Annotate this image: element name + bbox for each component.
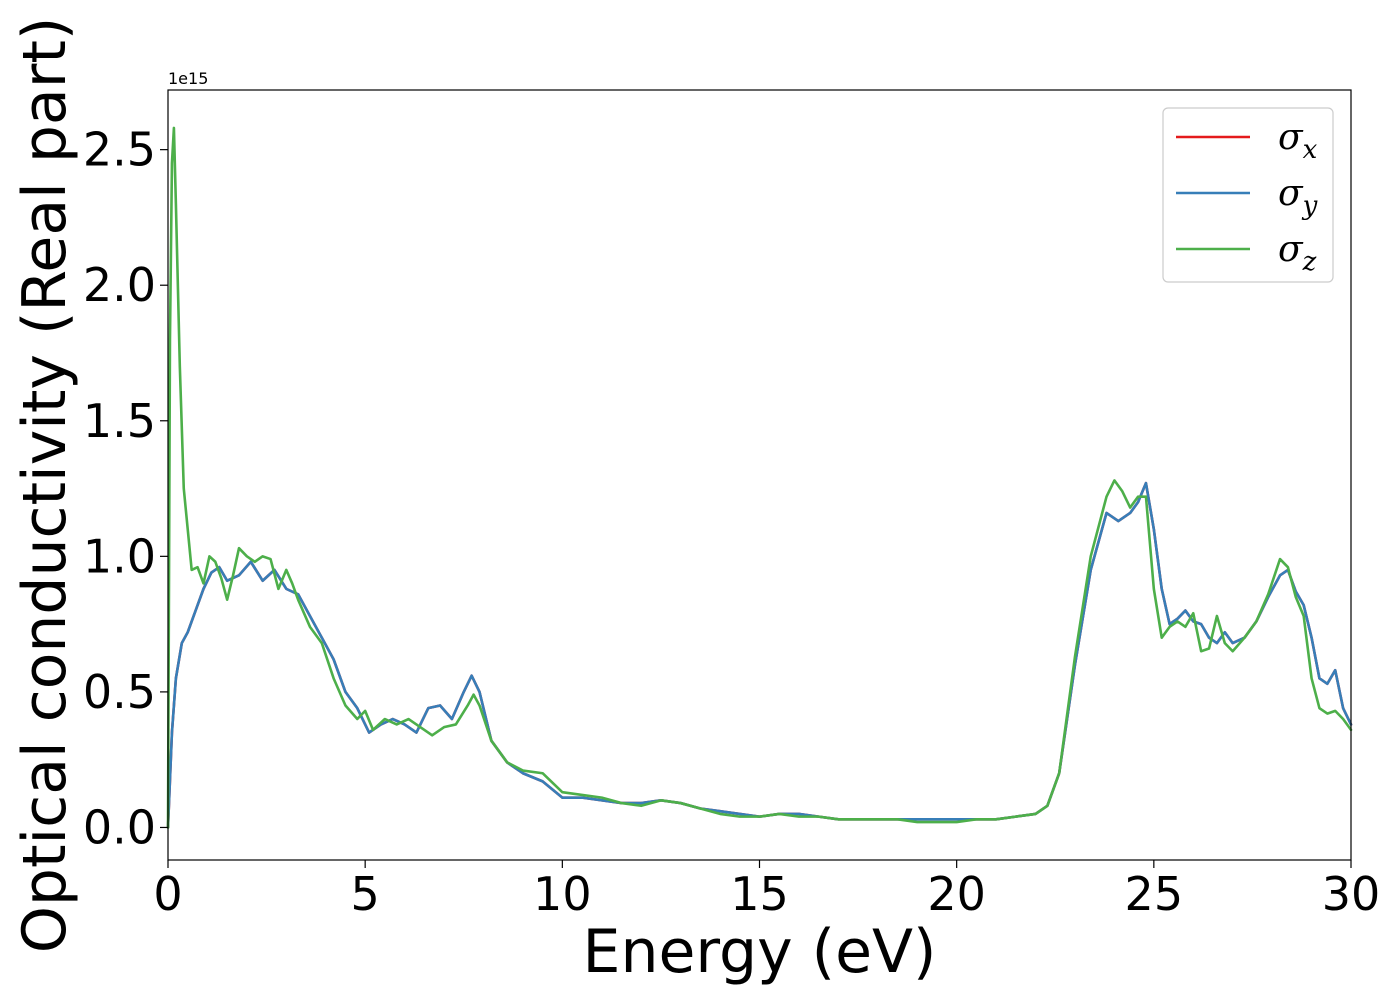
x-axis: 0 5 10 15 20 25 30 — [153, 860, 1380, 921]
legend-label-y: σy — [1278, 173, 1318, 221]
x-tick-label: 5 — [351, 867, 380, 921]
y-tick-label: 2.0 — [83, 258, 156, 312]
y-axis-label: Optical conductivity (Real part) — [10, 17, 80, 954]
y-offset-text: 1e15 — [168, 69, 208, 88]
x-tick-label: 30 — [1322, 867, 1381, 921]
legend-box — [1162, 107, 1334, 283]
x-tick-label: 15 — [730, 867, 789, 921]
x-tick-label: 20 — [927, 867, 986, 921]
y-tick-label: 1.0 — [83, 529, 156, 583]
legend: σx σy σz — [1162, 107, 1334, 283]
x-tick-label: 10 — [533, 867, 592, 921]
y-tick-label: 1.5 — [83, 394, 156, 448]
y-tick-label: 2.5 — [83, 123, 156, 177]
legend-label-x: σx — [1278, 117, 1318, 165]
y-axis: 0.0 0.5 1.0 1.5 2.0 2.5 — [83, 123, 168, 854]
legend-label-z: σz — [1278, 229, 1317, 277]
y-tick-label: 0.5 — [83, 665, 156, 719]
x-axis-label: Energy (eV) — [583, 917, 937, 987]
x-tick-label: 0 — [153, 867, 182, 921]
series-layer — [166, 126, 1353, 829]
x-tick-label: 25 — [1125, 867, 1184, 921]
y-tick-label: 0.0 — [83, 800, 156, 854]
series-line-z — [166, 126, 1353, 829]
